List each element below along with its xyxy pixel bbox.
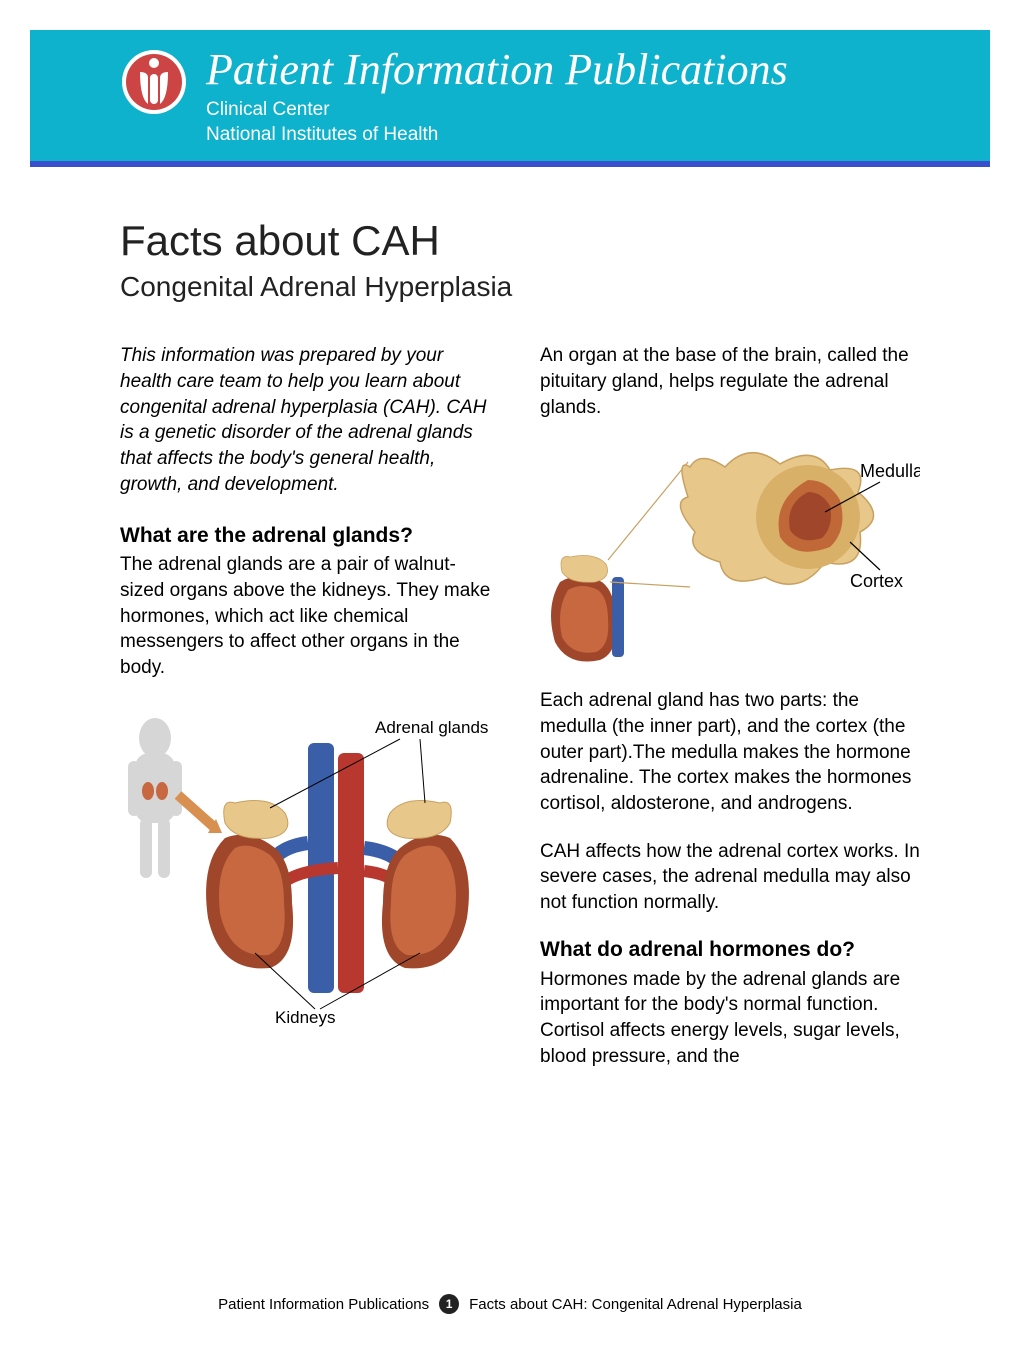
header-banner: Patient Information Publications Clinica… [30, 30, 990, 167]
header-inner: Patient Information Publications Clinica… [30, 48, 990, 147]
nih-logo-icon [120, 48, 188, 116]
content: Facts about CAH Congenital Adrenal Hyper… [0, 167, 1020, 1091]
intro-text: This information was prepared by your he… [120, 343, 500, 497]
label-cortex: Cortex [850, 571, 903, 591]
figure-adrenal-cross-section: Medulla Cortex [540, 442, 920, 672]
footer-right: Facts about CAH: Congenital Adrenal Hype… [469, 1296, 802, 1313]
two-column-layout: This information was prepared by your he… [120, 343, 920, 1091]
left-column: This information was prepared by your he… [120, 343, 500, 1091]
page-subtitle: Congenital Adrenal Hyperplasia [120, 271, 920, 303]
label-kidneys: Kidneys [275, 1008, 335, 1027]
header-sub2: National Institutes of Health [206, 123, 788, 148]
header-text: Patient Information Publications Clinica… [206, 48, 788, 147]
heading-hormones: What do adrenal hormones do? [540, 937, 920, 962]
body-parts2: CAH affects how the adrenal cortex works… [540, 839, 920, 916]
body-hormones: Hormones made by the adrenal glands are … [540, 967, 920, 1070]
body-pituitary: An organ at the base of the brain, calle… [540, 343, 920, 420]
figure-kidneys: Adrenal glands Kidneys [120, 703, 500, 1033]
label-medulla: Medulla [860, 461, 920, 481]
page-number: 1 [439, 1294, 459, 1314]
page-footer: Patient Information Publications 1 Facts… [0, 1294, 1020, 1314]
right-column: An organ at the base of the brain, calle… [540, 343, 920, 1091]
body-adrenal: The adrenal glands are a pair of walnut-… [120, 552, 500, 680]
body-parts1: Each adrenal gland has two parts: the me… [540, 688, 920, 816]
page-title: Facts about CAH [120, 217, 920, 265]
header-sub1: Clinical Center [206, 98, 788, 123]
label-adrenal-glands: Adrenal glands [375, 718, 488, 737]
header-title: Patient Information Publications [206, 48, 788, 92]
heading-adrenal: What are the adrenal glands? [120, 523, 500, 548]
footer-left: Patient Information Publications [218, 1296, 429, 1313]
